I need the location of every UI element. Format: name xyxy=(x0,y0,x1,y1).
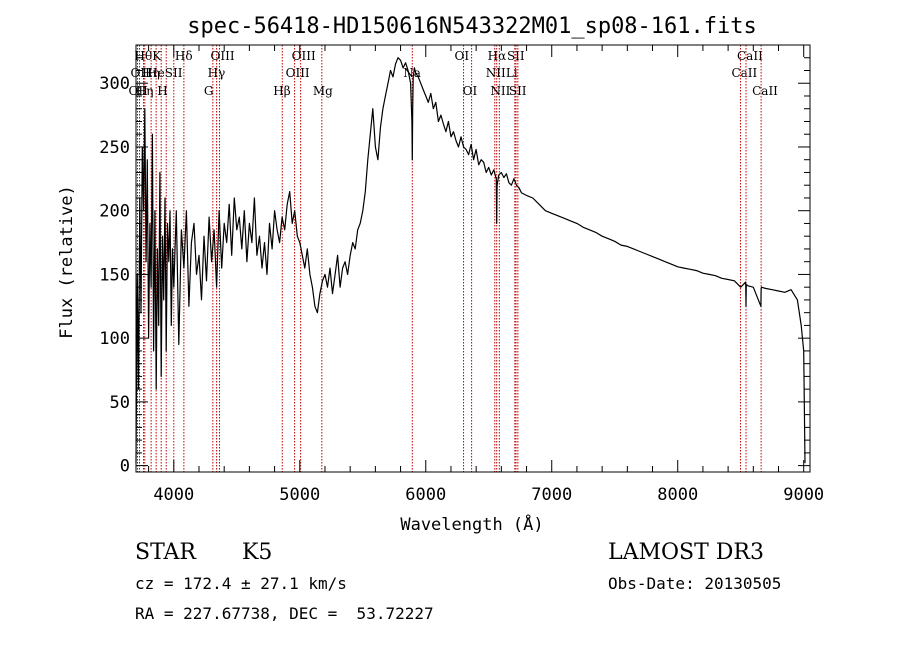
spectral-line-label: NII xyxy=(486,66,506,80)
plot-frame xyxy=(135,44,811,473)
survey-label: LAMOST DR3 xyxy=(608,540,764,565)
spectral-line-label: CaII xyxy=(752,84,778,98)
spectral-line-label: OI xyxy=(455,49,470,63)
subclass-label: K5 xyxy=(242,540,273,565)
spectral-line-label: NII xyxy=(490,84,510,98)
axes: 4000 5000 6000 7000 8000 9000 0 50 100 150 200 250 3… xyxy=(99,45,824,505)
y-tick-label: 50 xyxy=(110,393,130,413)
spectral-line-label: Hη xyxy=(142,66,160,80)
y-tick-label: 300 xyxy=(99,74,130,94)
spectral-line-label: OI xyxy=(463,84,478,98)
y-tick-label: 250 xyxy=(99,138,130,158)
x-tick-label: 5000 xyxy=(279,485,320,505)
x-axis-title: Wavelength (Å) xyxy=(400,513,543,535)
x-tick-label: 8000 xyxy=(657,485,698,505)
spectral-line-label: Hβ xyxy=(273,84,290,98)
spectral-line-label: SII xyxy=(509,84,527,98)
x-tick-label: 6000 xyxy=(405,485,446,505)
y-tick-label: 150 xyxy=(99,265,130,285)
spectral-line-label: CaII xyxy=(737,49,763,63)
spectral-lines: OIIOIIHθHηHηHeKHSIIHδGHγOIIIHβOIIIOIIIMg… xyxy=(129,45,778,472)
spectral-line-label: K xyxy=(152,49,162,63)
y-tick-label: 200 xyxy=(99,202,130,222)
spectral-line-label: CaII xyxy=(731,66,757,80)
y-axis-title: Flux (relative) xyxy=(57,185,77,339)
spectral-line-label: Li xyxy=(506,66,518,80)
y-tick-label: 0 xyxy=(120,457,130,477)
spectral-line-label: Hγ xyxy=(208,66,226,80)
coordinates: RA = 227.67738, DEC = 53.72227 xyxy=(135,604,434,623)
spectral-line-label: Mg xyxy=(313,84,333,98)
spectrum-line xyxy=(135,57,806,464)
spectral-line-label: Hη xyxy=(136,84,154,98)
chart-title: spec-56418-HD150616N543322M01_sp08-161.f… xyxy=(187,14,757,39)
spectral-line-label: OIII xyxy=(286,66,310,80)
spectrum-chart: spec-56418-HD150616N543322M01_sp08-161.f… xyxy=(57,14,824,535)
spectral-line-label: SII xyxy=(165,66,183,80)
spectrum-series xyxy=(135,57,806,464)
spectral-line-label: OIII xyxy=(211,49,235,63)
y-tick-label: 100 xyxy=(99,329,130,349)
x-tick-label: 4000 xyxy=(153,485,194,505)
spectral-line-label: Hδ xyxy=(175,49,193,63)
class-label: STAR xyxy=(135,540,196,565)
x-tick-label: 9000 xyxy=(783,485,824,505)
cz-value: cz = 172.4 ± 27.1 km/s xyxy=(135,574,347,593)
spectral-line-label: Hα xyxy=(488,49,507,63)
spectral-line-label: H xyxy=(157,84,167,98)
obs-date: Obs-Date: 20130505 xyxy=(608,574,782,593)
spectral-line-label: OIII xyxy=(292,49,316,63)
spectral-line-label: G xyxy=(204,84,214,98)
spectral-line-label: SII xyxy=(507,49,525,63)
spectral-line-label: He xyxy=(147,66,165,80)
x-tick-label: 7000 xyxy=(531,485,572,505)
spectral-line-label: Hθ xyxy=(135,49,153,63)
